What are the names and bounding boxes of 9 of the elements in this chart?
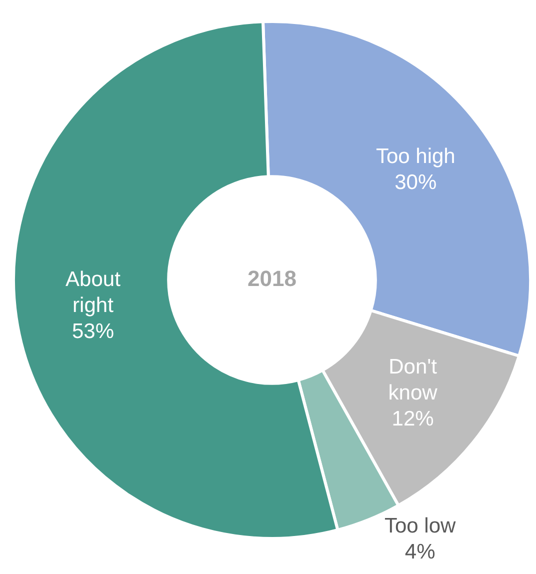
text: 2018 xyxy=(248,266,296,292)
data-label: 4% xyxy=(404,540,436,564)
slice-label: Too high xyxy=(376,144,456,168)
data-label: 12% xyxy=(392,407,434,430)
data-label: 30% xyxy=(394,170,437,194)
data-label: 53% xyxy=(72,320,114,344)
slice-label: Too low xyxy=(384,514,457,538)
slice-label: About right xyxy=(66,268,121,318)
slice-label: Don't know xyxy=(388,355,438,404)
